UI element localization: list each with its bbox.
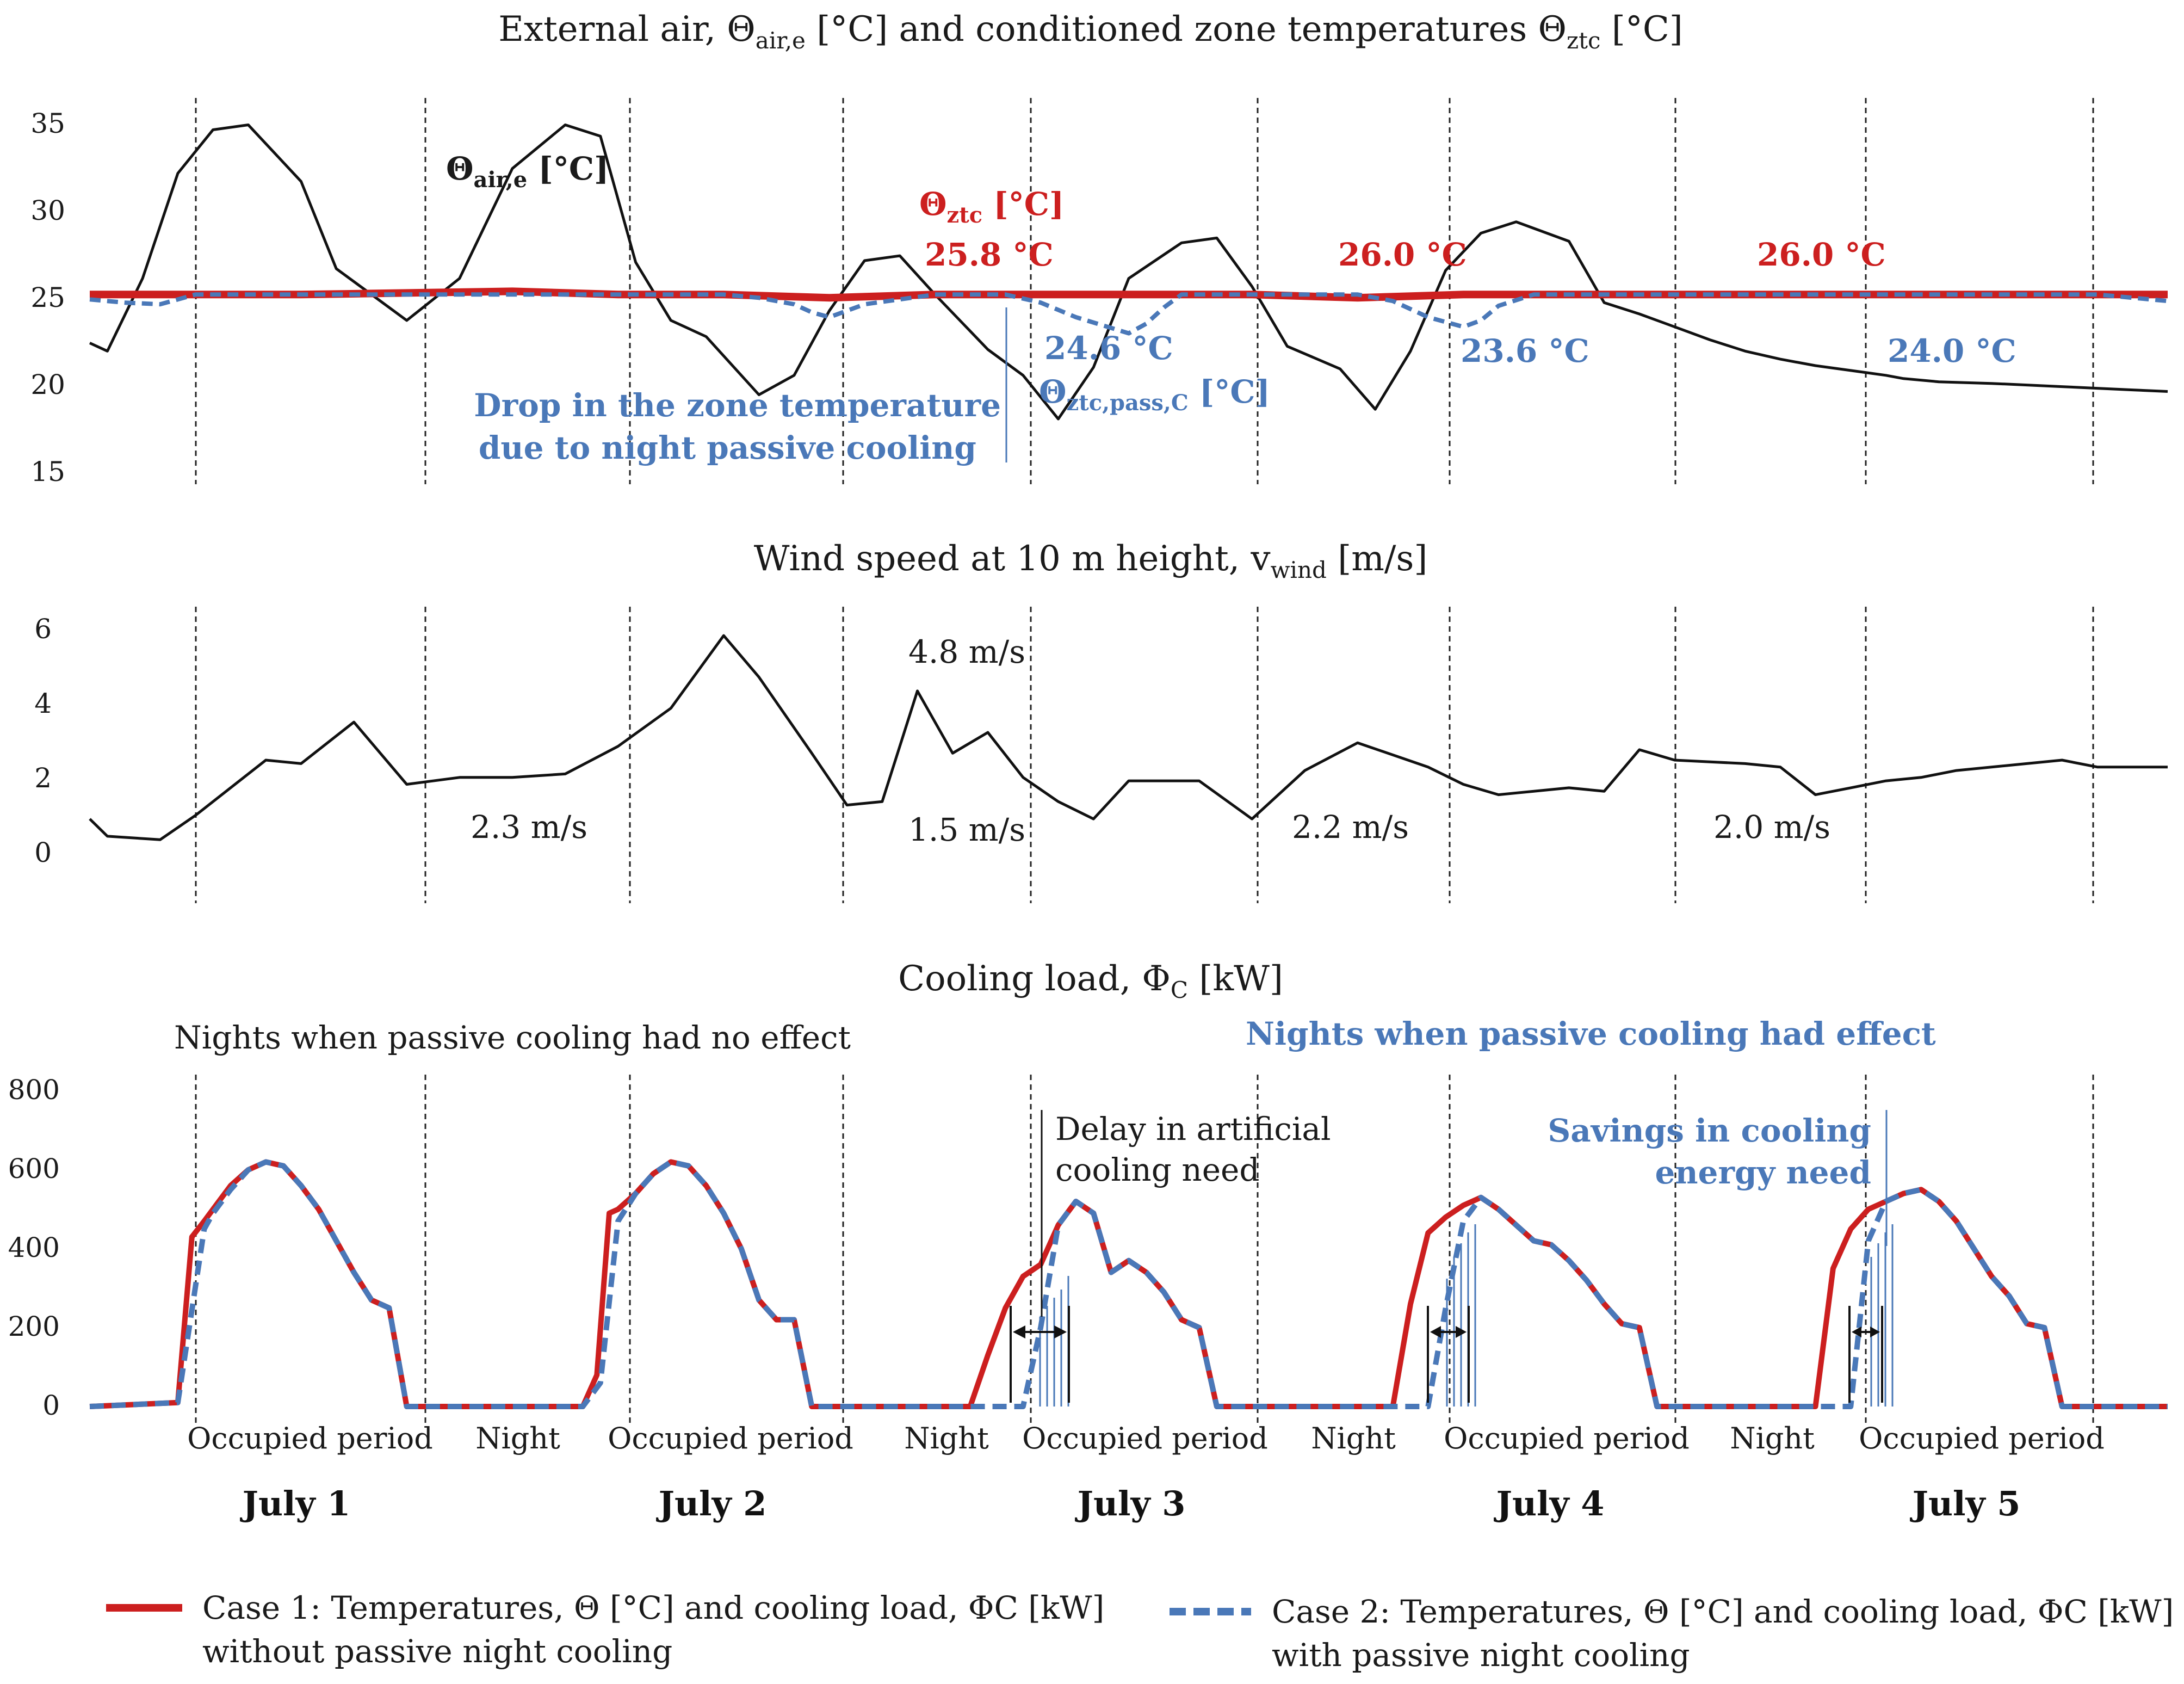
legend-case1-line2: without passive night cooling: [202, 1633, 672, 1670]
drop-note-line2: due to night passive cooling: [479, 429, 976, 466]
wind-series-0: [89, 634, 2168, 841]
wind-night2-label: 1.5 m/s: [908, 811, 1025, 848]
pass-temp-24-6: 24.6 °C: [1044, 330, 1173, 367]
load-ytick-200: 200: [8, 1311, 60, 1342]
wind-separators: [195, 607, 2094, 903]
temps-plot: [89, 124, 2168, 421]
period-label: Night: [1730, 1421, 1815, 1455]
day-label: July 5: [1910, 1484, 2021, 1523]
wind-ytick-4: 4: [34, 688, 52, 719]
wind-ytick-6: 6: [34, 613, 52, 645]
savings-note-line1: Savings in cooling: [1548, 1112, 1871, 1149]
legend-case2-line1: Case 2: Temperatures, Θ [°C] and cooling…: [1272, 1593, 2174, 1630]
drop-note-line1: Drop in the zone temperature: [474, 387, 1001, 424]
temps-ytick-35: 35: [30, 108, 65, 139]
delay-note-line2: cooling need: [1055, 1151, 1259, 1188]
zone-temp-label: Θztc [°C]: [919, 186, 1064, 228]
legend: Case 1: Temperatures, Θ [°C] and cooling…: [106, 1589, 2174, 1674]
load-yaxis: 800 600 400 200 0: [8, 1074, 60, 1421]
load-ytick-0: 0: [42, 1390, 60, 1421]
wind-plot: [89, 634, 2168, 841]
temps-series-1: [90, 287, 2168, 302]
wind-yaxis: 6 4 2 0: [34, 613, 52, 868]
zone-temp-26-0-b: 26.0 °C: [1757, 236, 1886, 273]
load-ytick-800: 800: [8, 1074, 60, 1106]
day-label: July 2: [656, 1484, 767, 1523]
period-label: Occupied period: [1859, 1421, 2105, 1455]
wind-night3-label: 2.2 m/s: [1292, 809, 1409, 846]
day-label: July 1: [240, 1484, 351, 1523]
day-label: July 3: [1075, 1484, 1186, 1523]
savings-hatch: [1039, 1224, 1894, 1407]
no-effect-label: Nights when passive cooling had no effec…: [174, 1019, 851, 1056]
load-ytick-600: 600: [8, 1153, 60, 1185]
zone-temp-25-8: 25.8 °C: [925, 236, 1054, 273]
load-title: Cooling load, ΦC [kW]: [898, 959, 1283, 1003]
period-label: Night: [904, 1421, 989, 1455]
pass-temp-23-6: 23.6 °C: [1461, 332, 1589, 369]
temps-ytick-15: 15: [30, 456, 65, 488]
period-label: Occupied period: [1444, 1421, 1690, 1455]
wind-title: Wind speed at 10 m height, vwind [m/s]: [754, 539, 1428, 583]
air-temp-label: Θair,e [°C]: [446, 150, 609, 193]
pass-temp-label: Θztc,pass,C [°C]: [1039, 373, 1270, 416]
legend-case2-line2: with passive night cooling: [1272, 1637, 1690, 1674]
temps-ytick-30: 30: [30, 195, 65, 226]
load-plot: [89, 1159, 2168, 1409]
load-ytick-400: 400: [8, 1232, 60, 1263]
temps-ytick-20: 20: [30, 369, 65, 400]
temps-series-0: [89, 124, 2168, 421]
delay-note-line1: Delay in artificial: [1055, 1111, 1331, 1148]
wind-night1-label: 2.3 m/s: [471, 809, 587, 846]
delay-arrowheads: [1013, 1325, 1880, 1338]
wind-night4-label: 2.0 m/s: [1713, 809, 1830, 846]
effect-label: Nights when passive cooling had effect: [1246, 1015, 1936, 1052]
temps-series-2: [89, 292, 2168, 336]
wind-ytick-2: 2: [34, 762, 52, 794]
temps-ytick-25: 25: [30, 282, 65, 313]
temps-title: External air, Θair,e [°C] and conditione…: [498, 9, 1683, 54]
period-label: Night: [475, 1421, 560, 1455]
legend-case1-line1: Case 1: Temperatures, Θ [°C] and cooling…: [202, 1589, 1104, 1626]
period-label: Occupied period: [608, 1421, 853, 1455]
period-label: Night: [1311, 1421, 1396, 1455]
period-labels: Occupied period Night Occupied period Ni…: [187, 1421, 2105, 1455]
day-label: July 4: [1494, 1484, 1605, 1523]
day-labels: July 1 July 2 July 3 July 4 July 5: [240, 1484, 2021, 1523]
period-label: Occupied period: [187, 1421, 433, 1455]
temps-yaxis: 35 30 25 20 15: [30, 108, 65, 488]
wind-ytick-0: 0: [34, 837, 52, 868]
savings-note-line2: energy need: [1655, 1154, 1871, 1191]
pass-temp-24-0: 24.0 °C: [1888, 332, 2016, 369]
period-label: Occupied period: [1022, 1421, 1268, 1455]
load-series-1: [89, 1159, 2168, 1409]
zone-temp-26-0-a: 26.0 °C: [1338, 236, 1467, 273]
wind-peak-label: 4.8 m/s: [908, 633, 1025, 670]
